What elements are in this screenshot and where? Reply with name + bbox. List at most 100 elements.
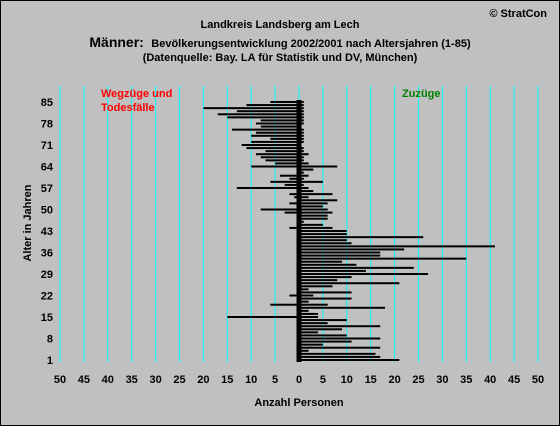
inflow-bar bbox=[299, 190, 314, 193]
inflow-bar bbox=[299, 217, 328, 220]
left-label-line2: Todesfälle bbox=[101, 102, 155, 114]
outflow-bar bbox=[246, 147, 299, 150]
inflow-bar bbox=[299, 230, 347, 232]
left-label-line1: Wegzüge und bbox=[101, 88, 172, 100]
y-tick-label: 78 bbox=[41, 119, 53, 131]
inflow-bar bbox=[299, 331, 319, 334]
inflow-bar bbox=[299, 322, 328, 325]
subtitle-rest: Bevölkerungsentwicklung 2002/2001 nach A… bbox=[151, 38, 471, 50]
inflow-bar bbox=[299, 297, 352, 300]
inflow-bar bbox=[299, 312, 319, 315]
inflow-bar bbox=[299, 340, 352, 343]
outflow-bar bbox=[270, 303, 299, 306]
inflow-bar bbox=[299, 306, 386, 309]
inflow-bar bbox=[299, 226, 333, 229]
inflow-bar bbox=[299, 242, 352, 245]
outflow-bar bbox=[227, 116, 299, 119]
x-tick-label: 15 bbox=[221, 374, 233, 386]
x-tick-label: 10 bbox=[245, 374, 257, 386]
inflow-bar bbox=[299, 257, 467, 260]
outflow-bar bbox=[236, 187, 299, 189]
right-label: Zuzüge bbox=[402, 88, 441, 100]
inflow-bar bbox=[299, 187, 309, 189]
y-tick-label: 43 bbox=[41, 226, 53, 238]
outflow-bar bbox=[241, 144, 299, 146]
inflow-bar bbox=[299, 346, 381, 349]
outflow-bar bbox=[255, 153, 299, 156]
outflow-bar bbox=[279, 174, 299, 177]
outflow-bar bbox=[260, 208, 299, 211]
inflow-bar bbox=[299, 300, 309, 303]
inflow-bar bbox=[299, 254, 381, 257]
inflow-bar bbox=[299, 162, 309, 165]
x-tick-label: 15 bbox=[365, 374, 377, 386]
inflow-bar bbox=[299, 349, 309, 352]
outflow-bar bbox=[255, 131, 299, 134]
outflow-bar bbox=[251, 140, 299, 143]
outflow-bar bbox=[265, 159, 299, 162]
inflow-bar bbox=[299, 239, 347, 242]
inflow-bar bbox=[299, 199, 338, 202]
inflow-bar bbox=[299, 208, 328, 211]
inflow-bar bbox=[299, 196, 309, 199]
outflow-bar bbox=[284, 183, 299, 186]
chart-subtitle: Männer: Bevölkerungsentwicklung 2002/200… bbox=[89, 34, 471, 51]
y-tick-label: 22 bbox=[41, 291, 53, 303]
outflow-bar bbox=[251, 134, 299, 137]
x-tick-label: 45 bbox=[508, 374, 520, 386]
x-tick-label: 40 bbox=[484, 374, 496, 386]
inflow-bar bbox=[299, 214, 328, 217]
outflow-bar bbox=[255, 122, 299, 125]
x-tick-label: 50 bbox=[532, 374, 544, 386]
inflow-bar bbox=[299, 343, 323, 346]
outflow-bar bbox=[246, 104, 299, 107]
inflow-bar bbox=[299, 193, 333, 196]
x-tick-label: 40 bbox=[102, 374, 114, 386]
inflow-bar bbox=[299, 325, 381, 328]
outflow-bar bbox=[217, 113, 299, 116]
inflow-bar bbox=[299, 153, 309, 156]
outflow-bar bbox=[260, 156, 299, 159]
inflow-bar bbox=[299, 303, 328, 306]
chart-title: Landkreis Landsberg am Lech bbox=[201, 19, 360, 31]
outflow-bar bbox=[265, 150, 299, 153]
data-source-note: (Datenquelle: Bay. LA für Statistik und … bbox=[143, 52, 418, 64]
outflow-bar bbox=[203, 107, 299, 110]
subtitle-lead: Männer: bbox=[89, 34, 143, 50]
outflow-bar bbox=[289, 202, 299, 205]
inflow-bar bbox=[299, 180, 323, 183]
x-tick-label: 35 bbox=[460, 374, 472, 386]
x-tick-label: 35 bbox=[126, 374, 138, 386]
inflow-bar bbox=[299, 316, 319, 318]
outflow-bar bbox=[236, 110, 299, 113]
inflow-bar bbox=[299, 211, 333, 214]
y-tick-label: 50 bbox=[41, 205, 53, 217]
outflow-bar bbox=[289, 177, 299, 180]
inflow-bar bbox=[299, 328, 343, 331]
x-tick-label: 5 bbox=[272, 374, 278, 386]
y-tick-label: 64 bbox=[41, 162, 54, 174]
copyright-label: © StratCon bbox=[489, 8, 547, 20]
inflow-bar bbox=[299, 355, 381, 358]
outflow-bar bbox=[260, 125, 299, 128]
x-tick-label: 25 bbox=[412, 374, 424, 386]
inflow-bar bbox=[299, 337, 381, 340]
inflow-bar bbox=[299, 245, 495, 248]
inflow-bar bbox=[299, 276, 352, 279]
inflow-bar bbox=[299, 205, 323, 208]
inflow-bar bbox=[299, 359, 400, 361]
inflow-bar bbox=[299, 273, 429, 275]
inflow-bar bbox=[299, 236, 424, 239]
inflow-bar bbox=[299, 282, 400, 285]
outflow-bar bbox=[260, 119, 299, 122]
outflow-bar bbox=[232, 128, 299, 131]
outflow-bar bbox=[275, 162, 299, 165]
inflow-bar bbox=[299, 263, 357, 266]
x-tick-label: 50 bbox=[54, 374, 66, 386]
inflow-bar bbox=[299, 248, 405, 251]
inflow-bar bbox=[299, 285, 333, 288]
inflow-bar bbox=[299, 260, 343, 263]
inflow-bar bbox=[299, 319, 347, 322]
x-tick-label: 25 bbox=[173, 374, 185, 386]
